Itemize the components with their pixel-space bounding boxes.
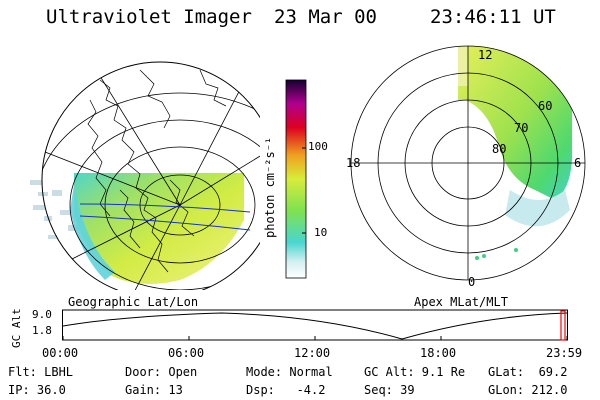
altitude-ytick-high: 9.0: [32, 308, 52, 321]
altitude-xtick-1200: 12:00: [294, 346, 331, 360]
colorbar-gradient: [285, 79, 307, 279]
filter-info: Flt: LBHL: [8, 365, 74, 379]
instrument-title: Ultraviolet Imager: [46, 6, 252, 28]
coastlines: [87, 69, 227, 273]
glon-info: GLon: 212.0: [488, 383, 568, 397]
mlt-label-6: 6: [574, 156, 582, 170]
colorbar: [285, 79, 307, 279]
colorbar-unit-label: photon cm⁻²s⁻¹: [263, 136, 277, 238]
boundary-lines: [79, 203, 251, 231]
altitude-curve: [62, 312, 568, 340]
altitude-xtick-0000: 00:00: [42, 346, 79, 360]
aurora-emission: [74, 173, 244, 284]
geographic-map: [30, 61, 260, 290]
mlt-label-12: 12: [478, 48, 493, 62]
altitude-xtick-1800: 18:00: [420, 346, 457, 360]
colorbar-tick-10: 10: [314, 226, 328, 239]
polar-grid: [350, 45, 586, 281]
colorbar-tick-100: 100: [308, 140, 328, 153]
mlat-label-80: 80: [492, 142, 507, 156]
mlat-label-60: 60: [538, 99, 553, 113]
gain-info: Gain: 13: [125, 383, 183, 397]
mlt-label-18: 18: [346, 156, 361, 170]
door-info: Door: Open: [125, 365, 198, 379]
altitude-plot: [62, 309, 568, 341]
time-label: 23:46:11 UT: [430, 6, 556, 28]
ip-info: IP: 36.0: [8, 383, 66, 397]
polar-aurora: [458, 46, 572, 227]
polar-map: [350, 45, 586, 281]
current-time-marker: [560, 310, 566, 341]
altitude-xtick-0600: 06:00: [168, 346, 205, 360]
altitude-ylabel: GC Alt: [10, 308, 23, 348]
dsp-info: Dsp: -4.2: [246, 383, 326, 397]
scatter-dots: [475, 248, 518, 260]
gc-alt-info: GC Alt: 9.1 Re: [364, 365, 466, 379]
mlat-label-70: 70: [514, 121, 529, 135]
altitude-xtick-2359: 23:59: [546, 346, 583, 360]
globe-limb: [41, 61, 260, 290]
mlt-label-0: 0: [468, 275, 476, 289]
seq-info: Seq: 39: [364, 383, 415, 397]
date-label: 23 Mar 00: [274, 6, 377, 28]
mode-info: Mode: Normal: [246, 365, 333, 379]
glat-info: GLat: 69.2: [488, 365, 568, 379]
left-map-caption: Geographic Lat/Lon: [68, 295, 199, 309]
right-map-caption: Apex MLat/MLT: [414, 295, 508, 309]
altitude-ytick-low: 1.8: [32, 324, 52, 337]
